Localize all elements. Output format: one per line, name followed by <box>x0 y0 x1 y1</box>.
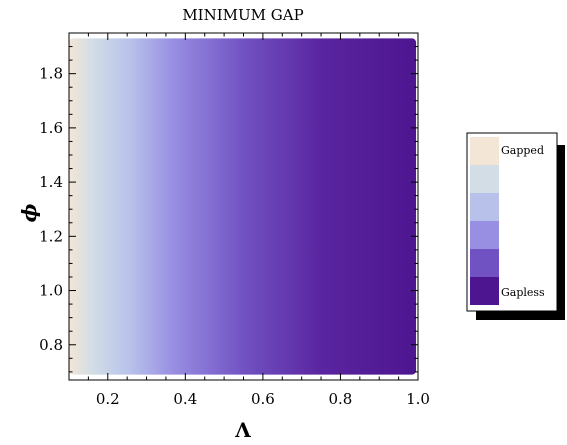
y-axis-label: ϕ <box>17 203 41 222</box>
y-tick-label: 1.2 <box>39 227 63 245</box>
legend-swatch <box>470 137 499 165</box>
plot-frame <box>68 32 419 381</box>
chart-title: MINIMUM GAP <box>182 6 303 24</box>
y-tick-label: 1.8 <box>39 65 63 83</box>
y-tick-label: 0.8 <box>39 336 63 354</box>
x-tick-label: 1.0 <box>406 390 430 408</box>
y-tick-label: 1.4 <box>39 173 63 191</box>
legend: Gapped Gapless <box>466 132 565 320</box>
legend-label-gapped: Gapped <box>501 144 544 157</box>
x-tick-label: 0.4 <box>173 390 197 408</box>
legend-swatch <box>470 277 499 305</box>
y-tick-label: 1.0 <box>39 282 63 300</box>
legend-swatch <box>470 249 499 277</box>
x-axis-label: Λ <box>234 418 251 442</box>
x-tick-label: 0.8 <box>329 390 353 408</box>
legend-swatch <box>470 193 499 221</box>
x-tick-label: 0.6 <box>251 390 275 408</box>
legend-swatch <box>470 165 499 193</box>
legend-swatch <box>470 221 499 249</box>
legend-label-gapless: Gapless <box>501 286 545 299</box>
y-tick-label: 1.6 <box>39 119 63 137</box>
heatmap-field <box>69 38 417 375</box>
x-tick-label: 0.2 <box>96 390 120 408</box>
